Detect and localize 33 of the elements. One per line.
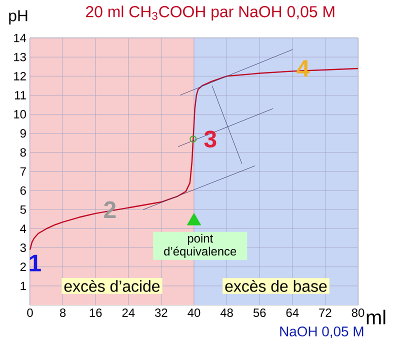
y-tick-label: 12 (14, 72, 26, 80)
annotation: 3 (204, 130, 216, 148)
x-tick-label: 0 (27, 308, 33, 317)
x-tick-label: 56 (253, 308, 266, 317)
y-tick-label: 3 (20, 244, 26, 252)
x-tick-label: 72 (319, 308, 332, 317)
band-label: excès de base (225, 280, 327, 292)
y-tick-label: 14 (14, 34, 26, 42)
y-tick-label: 10 (14, 110, 26, 119)
y-axis-title: pH (9, 10, 28, 24)
x-axis-title: ml (366, 310, 386, 324)
y-tick-label: 11 (14, 91, 26, 100)
x-tick-label: 8 (60, 308, 66, 317)
annotation: point d’équivalence (164, 234, 236, 258)
x-tick-label: 48 (220, 308, 233, 317)
y-tick-label: 13 (14, 52, 26, 62)
y-tick-label: 2 (20, 262, 26, 272)
y-tick-label: 9 (20, 129, 26, 138)
y-tick-label: 5 (20, 205, 26, 214)
y-tick-label: 4 (20, 224, 26, 233)
band-label: excès d’acide (64, 280, 160, 292)
x-tick-label: 32 (155, 308, 168, 317)
x-tick-label: 40 (188, 308, 200, 317)
y-tick-label: 7 (20, 167, 26, 176)
x-tick-label: 24 (122, 308, 135, 317)
y-tick-label: 1 (20, 282, 26, 290)
chart-title: 20 ml CH$_{3}$COOH par NaOH 0,05 M (86, 6, 334, 20)
y-tick-label: 8 (20, 148, 26, 157)
x-tick-label: 80 (352, 308, 364, 317)
y-tick-label: 6 (20, 186, 26, 195)
x-tick-label: 64 (286, 308, 299, 317)
text: NaOH 0,05 M (280, 326, 364, 338)
x-tick-label: 16 (90, 308, 102, 317)
